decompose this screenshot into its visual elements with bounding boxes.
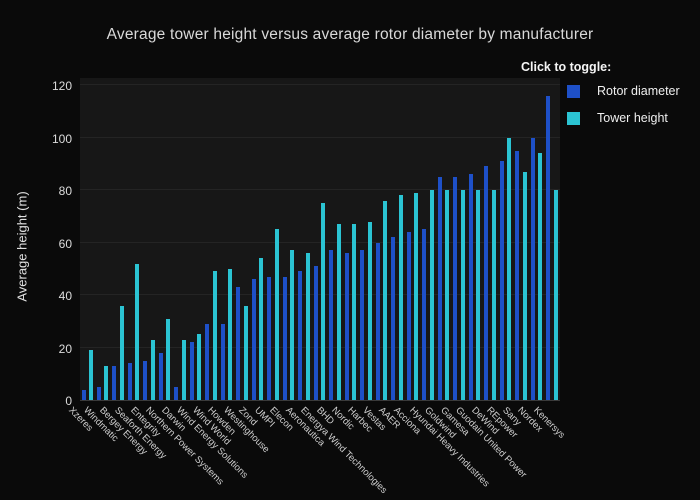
y-tick-label: 40 xyxy=(58,289,72,303)
rotor-diameter-bar[interactable] xyxy=(313,266,318,400)
plot-area xyxy=(80,78,560,401)
gridline xyxy=(80,136,560,138)
rotor-diameter-bar[interactable] xyxy=(453,176,458,400)
legend-item-label: Tower height xyxy=(597,111,668,125)
tower-height-bar[interactable] xyxy=(367,221,372,400)
rotor-diameter-bar[interactable] xyxy=(112,365,117,400)
rotor-diameter-bar[interactable] xyxy=(298,271,303,400)
y-tick-label: 20 xyxy=(58,341,72,356)
tower-height-bar[interactable] xyxy=(522,171,527,400)
gridline xyxy=(80,346,560,348)
rotor-diameter-bar[interactable] xyxy=(391,237,396,400)
tower-height-bar[interactable] xyxy=(476,190,481,400)
tower-height-bar[interactable] xyxy=(290,250,295,400)
tower-height-bar[interactable] xyxy=(460,190,465,400)
chart-title: Average tower height versus average roto… xyxy=(106,26,594,43)
y-tick-label: 100 xyxy=(51,131,72,146)
rotor-diameter-bar[interactable] xyxy=(174,386,179,400)
rotor-diameter-bar[interactable] xyxy=(546,95,551,400)
rotor-diameter-bar[interactable] xyxy=(127,363,132,400)
rotor-diameter-bar[interactable] xyxy=(189,342,194,400)
legend: Click to toggle: Rotor diameter Tower hei… xyxy=(521,60,696,138)
tower-height-bar[interactable] xyxy=(135,263,140,400)
tower-height-bar[interactable] xyxy=(321,203,326,400)
rotor-diameter-bar[interactable] xyxy=(375,242,380,400)
rotor-diameter-bar[interactable] xyxy=(499,161,504,400)
y-tick-label: 0 xyxy=(65,394,72,408)
tower-height-bar[interactable] xyxy=(150,339,155,400)
tower-height-bar[interactable] xyxy=(259,258,264,400)
rotor-diameter-bar[interactable] xyxy=(484,166,489,400)
rotor-diameter-bar[interactable] xyxy=(158,352,163,400)
tower-height-bar[interactable] xyxy=(352,224,357,400)
rotor-diameter-bar[interactable] xyxy=(530,137,535,400)
y-tick-label: 60 xyxy=(58,236,72,251)
rotor-diameter-bar[interactable] xyxy=(81,389,86,400)
gridline xyxy=(80,84,560,85)
tower-height-bar[interactable] xyxy=(166,318,171,400)
legend-item-rotor-diameter[interactable]: Rotor diameter xyxy=(567,84,696,98)
rotor-diameter-bar[interactable] xyxy=(468,174,473,400)
tower-height-bar[interactable] xyxy=(228,268,233,400)
tower-height-bar[interactable] xyxy=(119,305,124,400)
tower-height-bar[interactable] xyxy=(507,137,512,400)
rotor-diameter-bar[interactable] xyxy=(96,386,101,400)
tower-height-bar[interactable] xyxy=(336,224,341,400)
legend-heading: Click to toggle: xyxy=(521,60,612,74)
rotor-diameter-bar[interactable] xyxy=(406,232,411,400)
gridline xyxy=(80,241,560,243)
legend-item-tower-height[interactable]: Tower height xyxy=(567,111,696,125)
rotor-diameter-bar[interactable] xyxy=(236,287,241,400)
rotor-diameter-bar[interactable] xyxy=(251,279,256,400)
rotor-diameter-bar[interactable] xyxy=(329,250,334,400)
tower-height-bar[interactable] xyxy=(383,200,388,400)
y-tick-label: 80 xyxy=(58,184,72,198)
tower-height-bar[interactable] xyxy=(104,365,109,400)
rotor-diameter-bar[interactable] xyxy=(282,276,287,400)
legend-color-swatch xyxy=(567,84,580,98)
tower-height-bar[interactable] xyxy=(181,339,186,400)
tower-height-bar[interactable] xyxy=(398,195,403,400)
tower-height-bar[interactable] xyxy=(305,253,310,400)
gridline xyxy=(80,294,560,295)
tower-height-bar[interactable] xyxy=(274,229,279,400)
tower-height-bar[interactable] xyxy=(445,190,450,400)
tower-height-bar[interactable] xyxy=(243,305,248,400)
y-tick-label: 120 xyxy=(51,79,72,93)
rotor-diameter-bar[interactable] xyxy=(267,276,272,400)
tower-height-bar[interactable] xyxy=(414,192,419,400)
gridline xyxy=(80,189,560,190)
tower-height-bar[interactable] xyxy=(212,271,217,400)
rotor-diameter-bar[interactable] xyxy=(143,360,148,400)
rotor-diameter-bar[interactable] xyxy=(205,323,210,400)
tower-height-bar[interactable] xyxy=(553,190,558,400)
rotor-diameter-bar[interactable] xyxy=(344,253,349,400)
rotor-diameter-bar[interactable] xyxy=(422,229,427,400)
rotor-diameter-bar[interactable] xyxy=(360,250,365,400)
rotor-diameter-bar[interactable] xyxy=(437,176,442,400)
legend-color-swatch xyxy=(567,111,580,125)
rotor-diameter-bar[interactable] xyxy=(515,150,520,400)
tower-height-bar[interactable] xyxy=(197,334,202,400)
tower-height-bar[interactable] xyxy=(491,190,496,400)
legend-item-label: Rotor diameter xyxy=(597,84,680,98)
tower-height-bar[interactable] xyxy=(429,190,434,400)
rotor-diameter-bar[interactable] xyxy=(220,323,225,400)
tower-height-bar[interactable] xyxy=(538,153,543,400)
tower-height-bar[interactable] xyxy=(89,350,93,400)
